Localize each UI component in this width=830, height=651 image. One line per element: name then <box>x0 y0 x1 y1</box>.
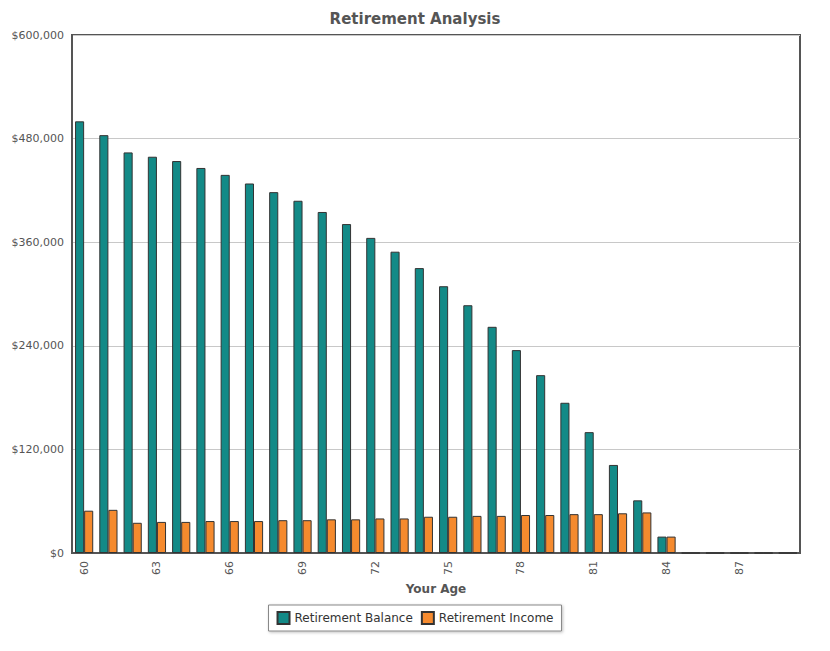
svg-text:$120,000: $120,000 <box>12 443 65 456</box>
svg-text:$0: $0 <box>50 547 64 560</box>
svg-text:81: 81 <box>587 561 600 575</box>
svg-text:Retirement Analysis: Retirement Analysis <box>330 10 501 28</box>
svg-text:66: 66 <box>223 561 236 575</box>
svg-text:69: 69 <box>296 561 309 575</box>
svg-text:60: 60 <box>78 561 91 575</box>
svg-text:72: 72 <box>369 561 382 575</box>
svg-text:75: 75 <box>442 561 455 575</box>
svg-text:87: 87 <box>733 561 746 575</box>
svg-text:$480,000: $480,000 <box>12 132 65 145</box>
svg-text:84: 84 <box>660 561 673 575</box>
svg-text:78: 78 <box>514 561 527 575</box>
svg-text:$360,000: $360,000 <box>12 236 65 249</box>
svg-text:$240,000: $240,000 <box>12 339 65 352</box>
svg-text:Your Age: Your Age <box>405 582 467 596</box>
svg-text:Retirement Balance: Retirement Balance <box>295 611 413 625</box>
svg-text:$600,000: $600,000 <box>12 29 65 42</box>
svg-text:63: 63 <box>150 561 163 575</box>
svg-text:Retirement Income: Retirement Income <box>439 611 554 625</box>
